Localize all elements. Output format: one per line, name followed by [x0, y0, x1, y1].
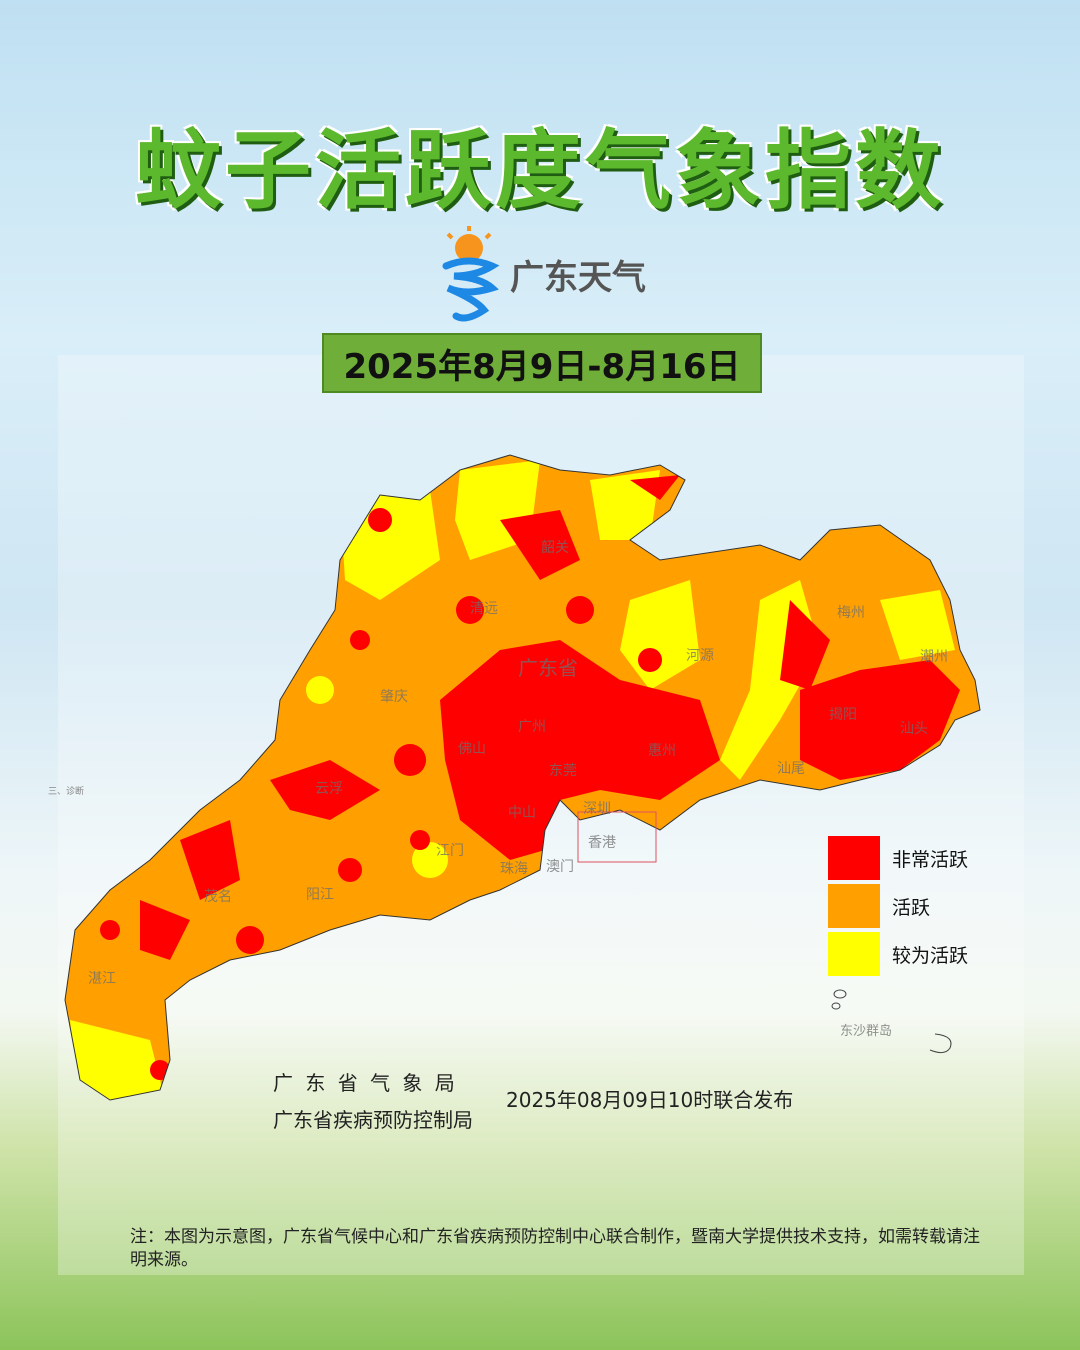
city-label: 肇庆 — [380, 689, 408, 705]
legend-swatch — [828, 836, 880, 880]
city-label: 汕尾 — [777, 761, 805, 777]
date-range-banner: 2025年8月9日-8月16日 — [322, 333, 762, 393]
city-label: 江门 — [436, 843, 464, 859]
legend-swatch — [828, 932, 880, 976]
city-label: 清远 — [470, 601, 498, 617]
city-label: 潮州 — [920, 649, 948, 665]
dongsha-islands-icon — [831, 989, 952, 1054]
legend-item-fairly-active: 较为活跃 — [828, 930, 968, 978]
issuer-meteorological-bureau: 广 东 省 气 象 局 — [273, 1071, 458, 1095]
legend-item-active: 活跃 — [828, 882, 968, 930]
sun-swirl-logo-icon — [436, 226, 502, 322]
legend: 非常活跃 活跃 较为活跃 — [828, 834, 968, 978]
issuer-disease-control-bureau: 广东省疾病预防控制局 — [273, 1108, 473, 1132]
guangdong-weather-logo: 广东天气 — [436, 226, 646, 322]
dongsha-label: 东沙群岛 — [840, 1024, 893, 1039]
city-label: 河源 — [686, 648, 714, 664]
legend-label: 非常活跃 — [892, 848, 969, 871]
city-label: 惠州 — [648, 743, 676, 759]
province-label: 广东省 — [518, 656, 578, 680]
city-label: 揭阳 — [829, 707, 857, 723]
poster-title: 蚊子活跃度气象指数 — [135, 121, 945, 221]
city-label: 湛江 — [88, 971, 116, 987]
city-label: 阳江 — [306, 887, 334, 903]
city-label: 东莞 — [549, 763, 577, 779]
logo-text: 广东天气 — [510, 257, 646, 298]
legend-label: 较为活跃 — [892, 944, 969, 967]
city-label: 中山 — [508, 805, 536, 821]
legend-swatch — [828, 884, 880, 928]
city-label: 广州 — [518, 719, 546, 735]
publish-time: 2025年08月09日10时联合发布 — [506, 1088, 794, 1112]
city-label: 汕头 — [900, 721, 928, 737]
footnote: 注：本图为示意图，广东省气候中心和广东省疾病预防控制中心联合制作，暨南大学提供技… — [130, 1227, 980, 1270]
hong-kong-box — [577, 811, 657, 863]
city-label: 深圳 — [583, 801, 611, 817]
legend-label: 活跃 — [892, 896, 931, 919]
city-label: 澳门 — [546, 859, 574, 875]
corner-text: 三、诊断 — [48, 787, 85, 797]
legend-item-very-active: 非常活跃 — [828, 834, 968, 882]
city-label: 香港 — [588, 835, 616, 851]
city-label: 梅州 — [837, 605, 865, 621]
city-label: 韶关 — [541, 540, 569, 556]
city-label: 珠海 — [500, 861, 528, 877]
city-label: 云浮 — [315, 781, 343, 797]
city-label: 佛山 — [458, 741, 486, 757]
very-active-zones — [100, 475, 960, 1080]
city-label: 茂名 — [204, 889, 232, 905]
